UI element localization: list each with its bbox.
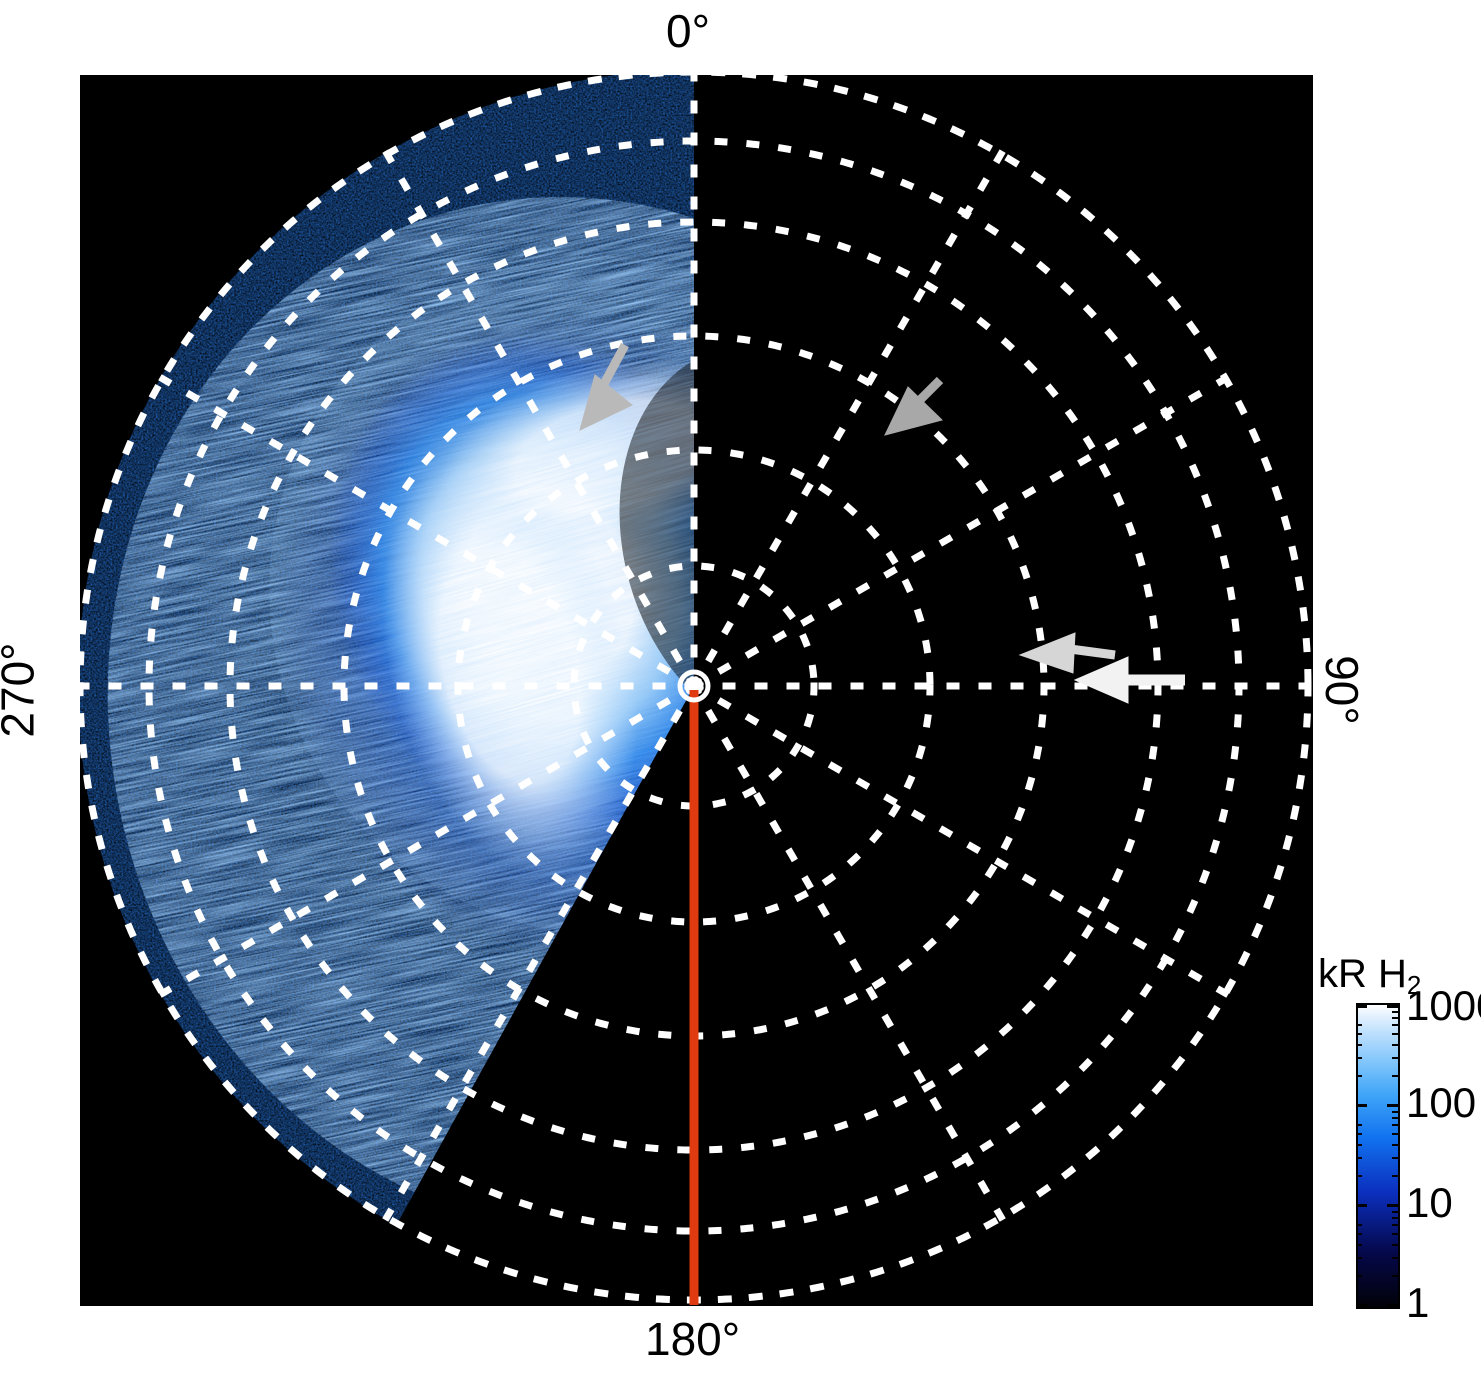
spoke-300	[158, 374, 699, 691]
colorbar-minor-tick	[1392, 1233, 1400, 1235]
colorbar-minor-tick	[1392, 1144, 1400, 1146]
spoke-60	[689, 374, 1230, 691]
angular-label-180: 180°	[645, 1313, 741, 1365]
colorbar-minor-tick	[1392, 1124, 1400, 1126]
colorbar-minor-tick	[1356, 1024, 1362, 1026]
gray-arrow-upper-left	[579, 342, 633, 431]
spoke-240	[158, 681, 699, 998]
colorbar-tick-10-l	[1356, 1204, 1367, 1207]
grid-ring-1	[570, 562, 818, 810]
colorbar-minor-tick	[1392, 1217, 1400, 1219]
colorbar-frame	[1356, 1003, 1400, 1309]
colorbar-minor-tick	[1356, 1157, 1362, 1159]
colorbar-tick-1	[1387, 1304, 1400, 1307]
colorbar-title-main: kR H	[1318, 952, 1407, 996]
colorbar-title: kR H2	[1318, 952, 1422, 1000]
colorbar	[1356, 1003, 1400, 1309]
gray-arrow-upper-right	[884, 376, 944, 436]
pole-marker	[677, 669, 711, 703]
colorbar-minor-tick	[1392, 1024, 1400, 1026]
colorbar-minor-tick	[1392, 1257, 1400, 1259]
spoke-330	[382, 149, 699, 691]
polar-plot-canvas	[80, 75, 1313, 1306]
colorbar-ticks	[1356, 1003, 1400, 1309]
colorbar-minor-tick	[1356, 1144, 1362, 1146]
white-arrow-lower	[1073, 656, 1185, 704]
colorbar-minor-tick	[1392, 1157, 1400, 1159]
colorbar-minor-tick	[1392, 1211, 1400, 1213]
grid-ring-2	[454, 446, 934, 926]
colorbar-minor-tick	[1356, 1133, 1362, 1135]
colorbar-minor-tick	[1356, 1033, 1362, 1035]
colorbar-title-subscript: 2	[1406, 970, 1422, 1000]
colorbar-minor-tick	[1392, 1075, 1400, 1077]
polar-plot-panel	[80, 75, 1313, 1306]
colorbar-tick-1000	[1387, 1005, 1400, 1008]
colorbar-minor-tick	[1356, 1124, 1362, 1126]
colorbar-minor-tick	[1392, 1117, 1400, 1119]
colorbar-minor-tick	[1356, 1257, 1362, 1259]
colorbar-label-1000: 1000	[1406, 982, 1481, 1029]
colorbar-minor-tick	[1356, 1244, 1362, 1246]
colorbar-label-10: 10	[1406, 1179, 1453, 1226]
spoke-150	[689, 681, 1006, 1222]
colorbar-tick-10	[1387, 1204, 1400, 1207]
colorbar-minor-tick	[1356, 1044, 1362, 1046]
colorbar-label-1: 1	[1406, 1279, 1430, 1326]
colorbar-tick-100-l	[1356, 1104, 1367, 1107]
colorbar-minor-tick	[1392, 1044, 1400, 1046]
spoke-210	[382, 681, 699, 1222]
colorbar-minor-tick	[1392, 1175, 1400, 1177]
colorbar-label-100: 100	[1406, 1079, 1477, 1126]
colorbar-minor-tick	[1392, 1224, 1400, 1226]
colorbar-gradient	[1358, 1005, 1398, 1307]
colorbar-minor-tick	[1392, 1133, 1400, 1135]
polar-grid-spokes	[80, 75, 1312, 1304]
angular-label-90: 90°	[1315, 655, 1368, 725]
colorbar-minor-tick	[1392, 1033, 1400, 1035]
data-layer	[80, 75, 694, 1251]
colorbar-minor-tick	[1356, 1075, 1362, 1077]
colorbar-tick-1-l	[1356, 1304, 1367, 1307]
colorbar-minor-tick	[1356, 1275, 1362, 1277]
colorbar-minor-tick	[1392, 1275, 1400, 1277]
spoke-30	[689, 149, 1006, 691]
colorbar-minor-tick	[1356, 1057, 1362, 1059]
spoke-120	[689, 681, 1230, 998]
colorbar-minor-tick	[1392, 1011, 1400, 1013]
colorbar-minor-tick	[1356, 1233, 1362, 1235]
angular-label-270: 270°	[0, 642, 44, 738]
colorbar-tick-100	[1387, 1104, 1400, 1107]
colorbar-minor-tick	[1392, 1111, 1400, 1113]
colorbar-minor-tick	[1392, 1017, 1400, 1019]
colorbar-minor-tick	[1392, 1057, 1400, 1059]
colorbar-minor-tick	[1392, 1244, 1400, 1246]
grid-ring-4	[226, 218, 1162, 1154]
colorbar-tick-1000-l	[1356, 1005, 1367, 1008]
oval-dither-texture	[269, 255, 694, 935]
angular-label-0: 0°	[666, 5, 710, 57]
colorbar-minor-tick	[1356, 1175, 1362, 1177]
colorbar-minor-tick	[1356, 1224, 1362, 1226]
white-arrow-upper	[1018, 632, 1116, 674]
